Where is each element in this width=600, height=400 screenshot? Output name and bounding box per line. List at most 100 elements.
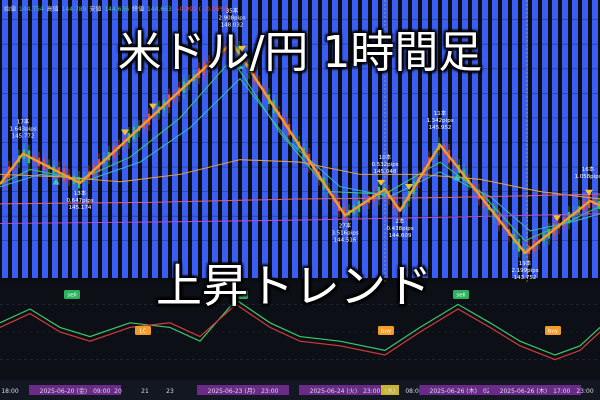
session-band <box>582 0 588 278</box>
time-axis-tag <box>299 385 391 395</box>
time-axis-text: 2025-06-26 (木) 02:0 <box>430 387 497 395</box>
chart-title: 米ドル/円 1時間足 <box>117 27 483 78</box>
session-band <box>22 0 28 278</box>
time-axis-label: 2025-06-20 (金) 09:00 <box>29 385 121 395</box>
sell-marker <box>149 103 157 110</box>
time-axis-tag <box>419 385 507 395</box>
session-band <box>62 0 68 278</box>
buy-signal-label: buy <box>548 329 559 335</box>
time-axis-label: 08:00 <box>405 388 422 395</box>
sell-marker <box>377 179 385 186</box>
buy-marker <box>236 62 244 69</box>
sell-signal-label: sell <box>67 293 77 299</box>
buy-signal: buy <box>545 326 561 335</box>
swing-label-text: 19本 <box>519 259 532 267</box>
time-axis-label: 2025-06-23 (月) 23:00 <box>197 385 289 395</box>
time-axis-text: 20 <box>114 388 122 395</box>
time-axis-label: 2025-06-26 (木) 02:0 <box>419 385 507 395</box>
time-axis-label: 21 <box>141 388 149 395</box>
time-axis-text: 21 <box>141 388 149 395</box>
session-band <box>182 0 188 278</box>
swing-label-text: 145.772 <box>12 134 35 140</box>
time-axis-text: (水) <box>385 387 396 395</box>
session-band <box>32 0 38 278</box>
open-label: 始値 <box>4 6 17 13</box>
time-axis-tag <box>29 385 121 395</box>
session-band <box>242 0 248 278</box>
swing-label-text: 143.752 <box>514 275 537 281</box>
sell-marker <box>585 189 593 196</box>
session-band <box>352 0 358 278</box>
session-band <box>552 0 558 278</box>
swing-label-text: 16本 <box>582 165 595 173</box>
time-axis-text: 18:00 <box>1 388 18 395</box>
oscillator-line-2 <box>0 303 600 361</box>
session-band <box>412 0 418 278</box>
buy-signal-label: buy <box>381 329 392 335</box>
time-axis-text: 2025-06-23 (月) 23:00 <box>208 388 279 395</box>
time-axis-text: 2025-06-20 (金) 09:00 <box>40 387 111 395</box>
session-band <box>2 0 8 278</box>
session-band <box>532 0 538 278</box>
session-band <box>312 0 318 278</box>
session-band <box>482 0 488 278</box>
session-band <box>162 0 168 278</box>
time-axis-tag <box>381 385 399 395</box>
swing-label-text: 17本 <box>17 118 30 126</box>
session-band <box>522 0 528 278</box>
session-band <box>592 0 598 278</box>
swing-label-text: 145.952 <box>429 125 452 131</box>
swing-label-text: 2.908pips <box>218 16 245 22</box>
buy-signal: buy <box>378 326 394 335</box>
time-axis-text: 23 <box>166 388 174 395</box>
time-axis-label: 2025-06-26 (木) 17:00 <box>489 385 581 395</box>
moving-average-line-3 <box>0 159 600 200</box>
session-band <box>542 0 548 278</box>
time-axis-text: 23:00 <box>576 388 593 395</box>
buy-signal-box <box>545 326 561 335</box>
buy-signal-label: LC <box>140 329 147 335</box>
session-band <box>152 0 158 278</box>
time-axis-tag <box>489 385 581 395</box>
moving-average-line-2 <box>0 77 600 232</box>
sell-signal-label: sell <box>456 293 466 299</box>
time-axis-label: 18:00 <box>1 388 18 395</box>
swing-label-text: 1.643pips <box>9 127 36 133</box>
sell-signal-label: sell <box>235 293 245 299</box>
open-value: 144.754 <box>18 6 44 13</box>
time-axis-text: 2025-06-26 (木) 17:00 <box>500 387 571 395</box>
low-label: 安値 <box>89 6 102 13</box>
buy-marker <box>52 178 60 185</box>
swing-label-text: 144.516 <box>334 237 357 243</box>
time-axis-label: 2025-06-24 (火) 23:00 <box>299 385 391 395</box>
time-axis-label: 23 <box>166 388 174 395</box>
session-band <box>512 0 518 278</box>
close-value: 144.663 <box>146 6 172 13</box>
sell-signal-box <box>232 290 248 299</box>
swing-label-text: 3.516pips <box>331 230 358 236</box>
session-band <box>402 0 408 278</box>
session-band <box>222 0 228 278</box>
swing-label-text: 35本 <box>226 7 239 15</box>
oscillator-line-1 <box>0 299 600 356</box>
sell-signal: sell <box>232 290 248 299</box>
session-band <box>432 0 438 278</box>
session-band <box>362 0 368 278</box>
session-band <box>212 0 218 278</box>
sell-signal: sell <box>64 290 80 299</box>
moving-average-line-5 <box>0 213 600 225</box>
session-band <box>112 0 118 278</box>
session-band <box>42 0 48 278</box>
buy-marker <box>453 174 461 181</box>
session-band <box>92 0 98 278</box>
session-band <box>172 0 178 278</box>
sell-signal-box <box>453 290 469 299</box>
time-axis-label: (水) <box>381 385 399 395</box>
